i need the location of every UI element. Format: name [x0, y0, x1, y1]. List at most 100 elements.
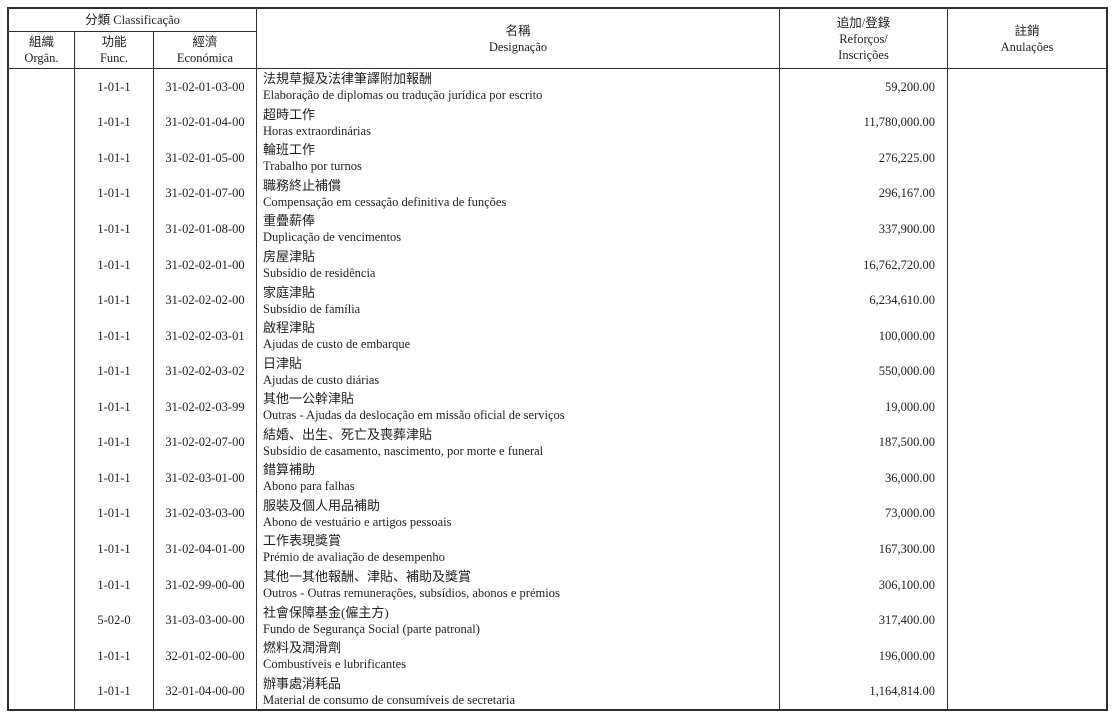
cell-func: 1-01-1	[75, 282, 154, 318]
cell-func: 1-01-1	[75, 673, 154, 709]
cell-economica: 31-02-04-01-00	[154, 531, 257, 567]
cell-organ	[9, 637, 75, 674]
designacao-pt: Ajudas de custo de embarque	[263, 337, 411, 352]
cell-organ	[9, 175, 75, 212]
cell-anulacoes	[948, 69, 1106, 105]
cell-organ	[9, 566, 75, 603]
cell-designacao: 重疊薪俸 Duplicação de vencimentos	[257, 211, 780, 247]
cell-reforcos: 187,500.00	[780, 424, 948, 461]
cell-reforcos: 19,000.00	[780, 389, 948, 425]
cell-func: 1-01-1	[75, 460, 154, 496]
cell-organ	[9, 140, 75, 176]
cell-anulacoes	[948, 425, 1106, 461]
header-designacao-pt: Designação	[488, 39, 548, 54]
header-func: 功能 Func.	[75, 32, 154, 68]
table-row: 1-01-1 31-02-02-02-00 家庭津貼 Subsídio de f…	[9, 282, 1106, 318]
cell-economica: 31-02-01-04-00	[154, 104, 257, 141]
cell-anulacoes	[948, 496, 1106, 532]
cell-economica: 31-02-02-07-00	[154, 424, 257, 461]
cell-economica: 31-03-03-00-00	[154, 602, 257, 638]
cell-reforcos: 196,000.00	[780, 637, 948, 674]
cell-anulacoes	[948, 638, 1106, 674]
cell-organ	[9, 353, 75, 389]
cell-designacao: 法規草擬及法律筆譯附加報酬 Elaboração de diplomas ou …	[257, 69, 780, 105]
cell-organ	[9, 317, 75, 354]
cell-anulacoes	[948, 602, 1106, 638]
cell-economica: 32-01-02-00-00	[154, 637, 257, 674]
cell-func: 1-01-1	[75, 424, 154, 461]
cell-organ	[9, 69, 75, 105]
header-classificacao: 分類 Classificação	[9, 9, 257, 32]
designacao-zh: 法規草擬及法律筆譯附加報酬	[263, 71, 433, 87]
cell-anulacoes	[948, 353, 1106, 389]
header-economica-zh: 經濟	[192, 35, 218, 49]
cell-designacao: 結婚、出生、死亡及喪葬津貼 Subsídio de casamento, nas…	[257, 424, 780, 461]
header-reforcos-zh: 追加/登錄	[836, 15, 891, 30]
table-row: 1-01-1 31-02-04-01-00 工作表現獎賞 Prémio de a…	[9, 531, 1106, 567]
cell-economica: 32-01-04-00-00	[154, 673, 257, 709]
cell-func: 1-01-1	[75, 140, 154, 176]
designacao-pt: Abono para falhas	[263, 479, 355, 494]
table-row: 1-01-1 31-02-02-03-99 其他一公幹津貼 Outras - A…	[9, 389, 1106, 425]
cell-designacao: 日津貼 Ajudas de custo diárias	[257, 353, 780, 389]
designacao-pt: Combustíveis e lubrificantes	[263, 657, 407, 672]
designacao-zh: 啟程津貼	[263, 320, 316, 336]
designacao-zh: 錯算補助	[263, 462, 316, 478]
table-row: 1-01-1 32-01-04-00-00 辦事處消耗品 Material de…	[9, 673, 1106, 709]
designacao-zh: 燃料及潤滑劑	[263, 640, 342, 656]
table-row: 1-01-1 31-02-01-08-00 重疊薪俸 Duplicação de…	[9, 211, 1106, 247]
designacao-zh: 其他一其他報酬、津貼、補助及獎賞	[263, 569, 472, 585]
header-organ-pt: Orgân.	[24, 51, 59, 65]
designacao-pt: Abono de vestuário e artigos pessoais	[263, 514, 452, 529]
designacao-zh: 輪班工作	[263, 142, 316, 158]
cell-reforcos: 73,000.00	[780, 495, 948, 532]
table-row: 1-01-1 31-02-02-03-01 啟程津貼 Ajudas de cus…	[9, 317, 1106, 354]
designacao-pt: Outros - Outras remunerações, subsídios,…	[263, 586, 560, 601]
cell-designacao: 社會保障基金(僱主方) Fundo de Segurança Social (p…	[257, 602, 780, 638]
cell-designacao: 錯算補助 Abono para falhas	[257, 460, 780, 496]
table-body: 1-01-1 31-02-01-03-00 法規草擬及法律筆譯附加報酬 Elab…	[9, 69, 1106, 709]
cell-economica: 31-02-99-00-00	[154, 566, 257, 603]
cell-economica: 31-02-02-02-00	[154, 282, 257, 318]
table-row: 1-01-1 31-02-02-01-00 房屋津貼 Subsídio de r…	[9, 246, 1106, 283]
cell-designacao: 超時工作 Horas extraordinárias	[257, 104, 780, 141]
cell-func: 1-01-1	[75, 69, 154, 105]
table-row: 1-01-1 31-02-01-04-00 超時工作 Horas extraor…	[9, 104, 1106, 141]
header-designacao-zh: 名稱	[505, 23, 531, 38]
cell-anulacoes	[948, 567, 1106, 603]
cell-func: 1-01-1	[75, 175, 154, 212]
cell-designacao: 服裝及個人用品補助 Abono de vestuário e artigos p…	[257, 495, 780, 532]
designacao-pt: Subsídio de casamento, nascimento, por m…	[263, 443, 544, 458]
cell-reforcos: 1,164,814.00	[780, 673, 948, 709]
designacao-zh: 家庭津貼	[263, 284, 316, 300]
cell-organ	[9, 531, 75, 567]
cell-economica: 31-02-03-01-00	[154, 460, 257, 496]
cell-anulacoes	[948, 140, 1106, 176]
table-row: 1-01-1 31-02-02-03-02 日津貼 Ajudas de cust…	[9, 353, 1106, 389]
cell-reforcos: 11,780,000.00	[780, 104, 948, 141]
cell-anulacoes	[948, 105, 1106, 141]
cell-designacao: 其他一公幹津貼 Outras - Ajudas da deslocação em…	[257, 389, 780, 425]
cell-designacao: 家庭津貼 Subsídio de família	[257, 282, 780, 318]
header-economica-pt: Económica	[176, 51, 234, 65]
cell-reforcos: 6,234,610.00	[780, 282, 948, 318]
cell-anulacoes	[948, 176, 1106, 212]
cell-reforcos: 337,900.00	[780, 211, 948, 247]
designacao-pt: Outras - Ajudas da deslocação em missão …	[263, 408, 565, 423]
cell-anulacoes	[948, 389, 1106, 425]
cell-designacao: 職務終止補償 Compensação em cessação definitiv…	[257, 175, 780, 212]
cell-economica: 31-02-01-03-00	[154, 69, 257, 105]
cell-reforcos: 296,167.00	[780, 175, 948, 212]
cell-func: 1-01-1	[75, 317, 154, 354]
cell-organ	[9, 104, 75, 141]
header-anulacoes-pt: Anulações	[1000, 39, 1054, 54]
cell-reforcos: 550,000.00	[780, 353, 948, 389]
cell-economica: 31-02-03-03-00	[154, 495, 257, 532]
cell-anulacoes	[948, 282, 1106, 318]
cell-reforcos: 317,400.00	[780, 602, 948, 638]
cell-reforcos: 167,300.00	[780, 531, 948, 567]
header-economica: 經濟 Económica	[154, 32, 257, 68]
cell-anulacoes	[948, 673, 1106, 709]
cell-anulacoes	[948, 211, 1106, 247]
designacao-zh: 辦事處消耗品	[263, 675, 342, 691]
